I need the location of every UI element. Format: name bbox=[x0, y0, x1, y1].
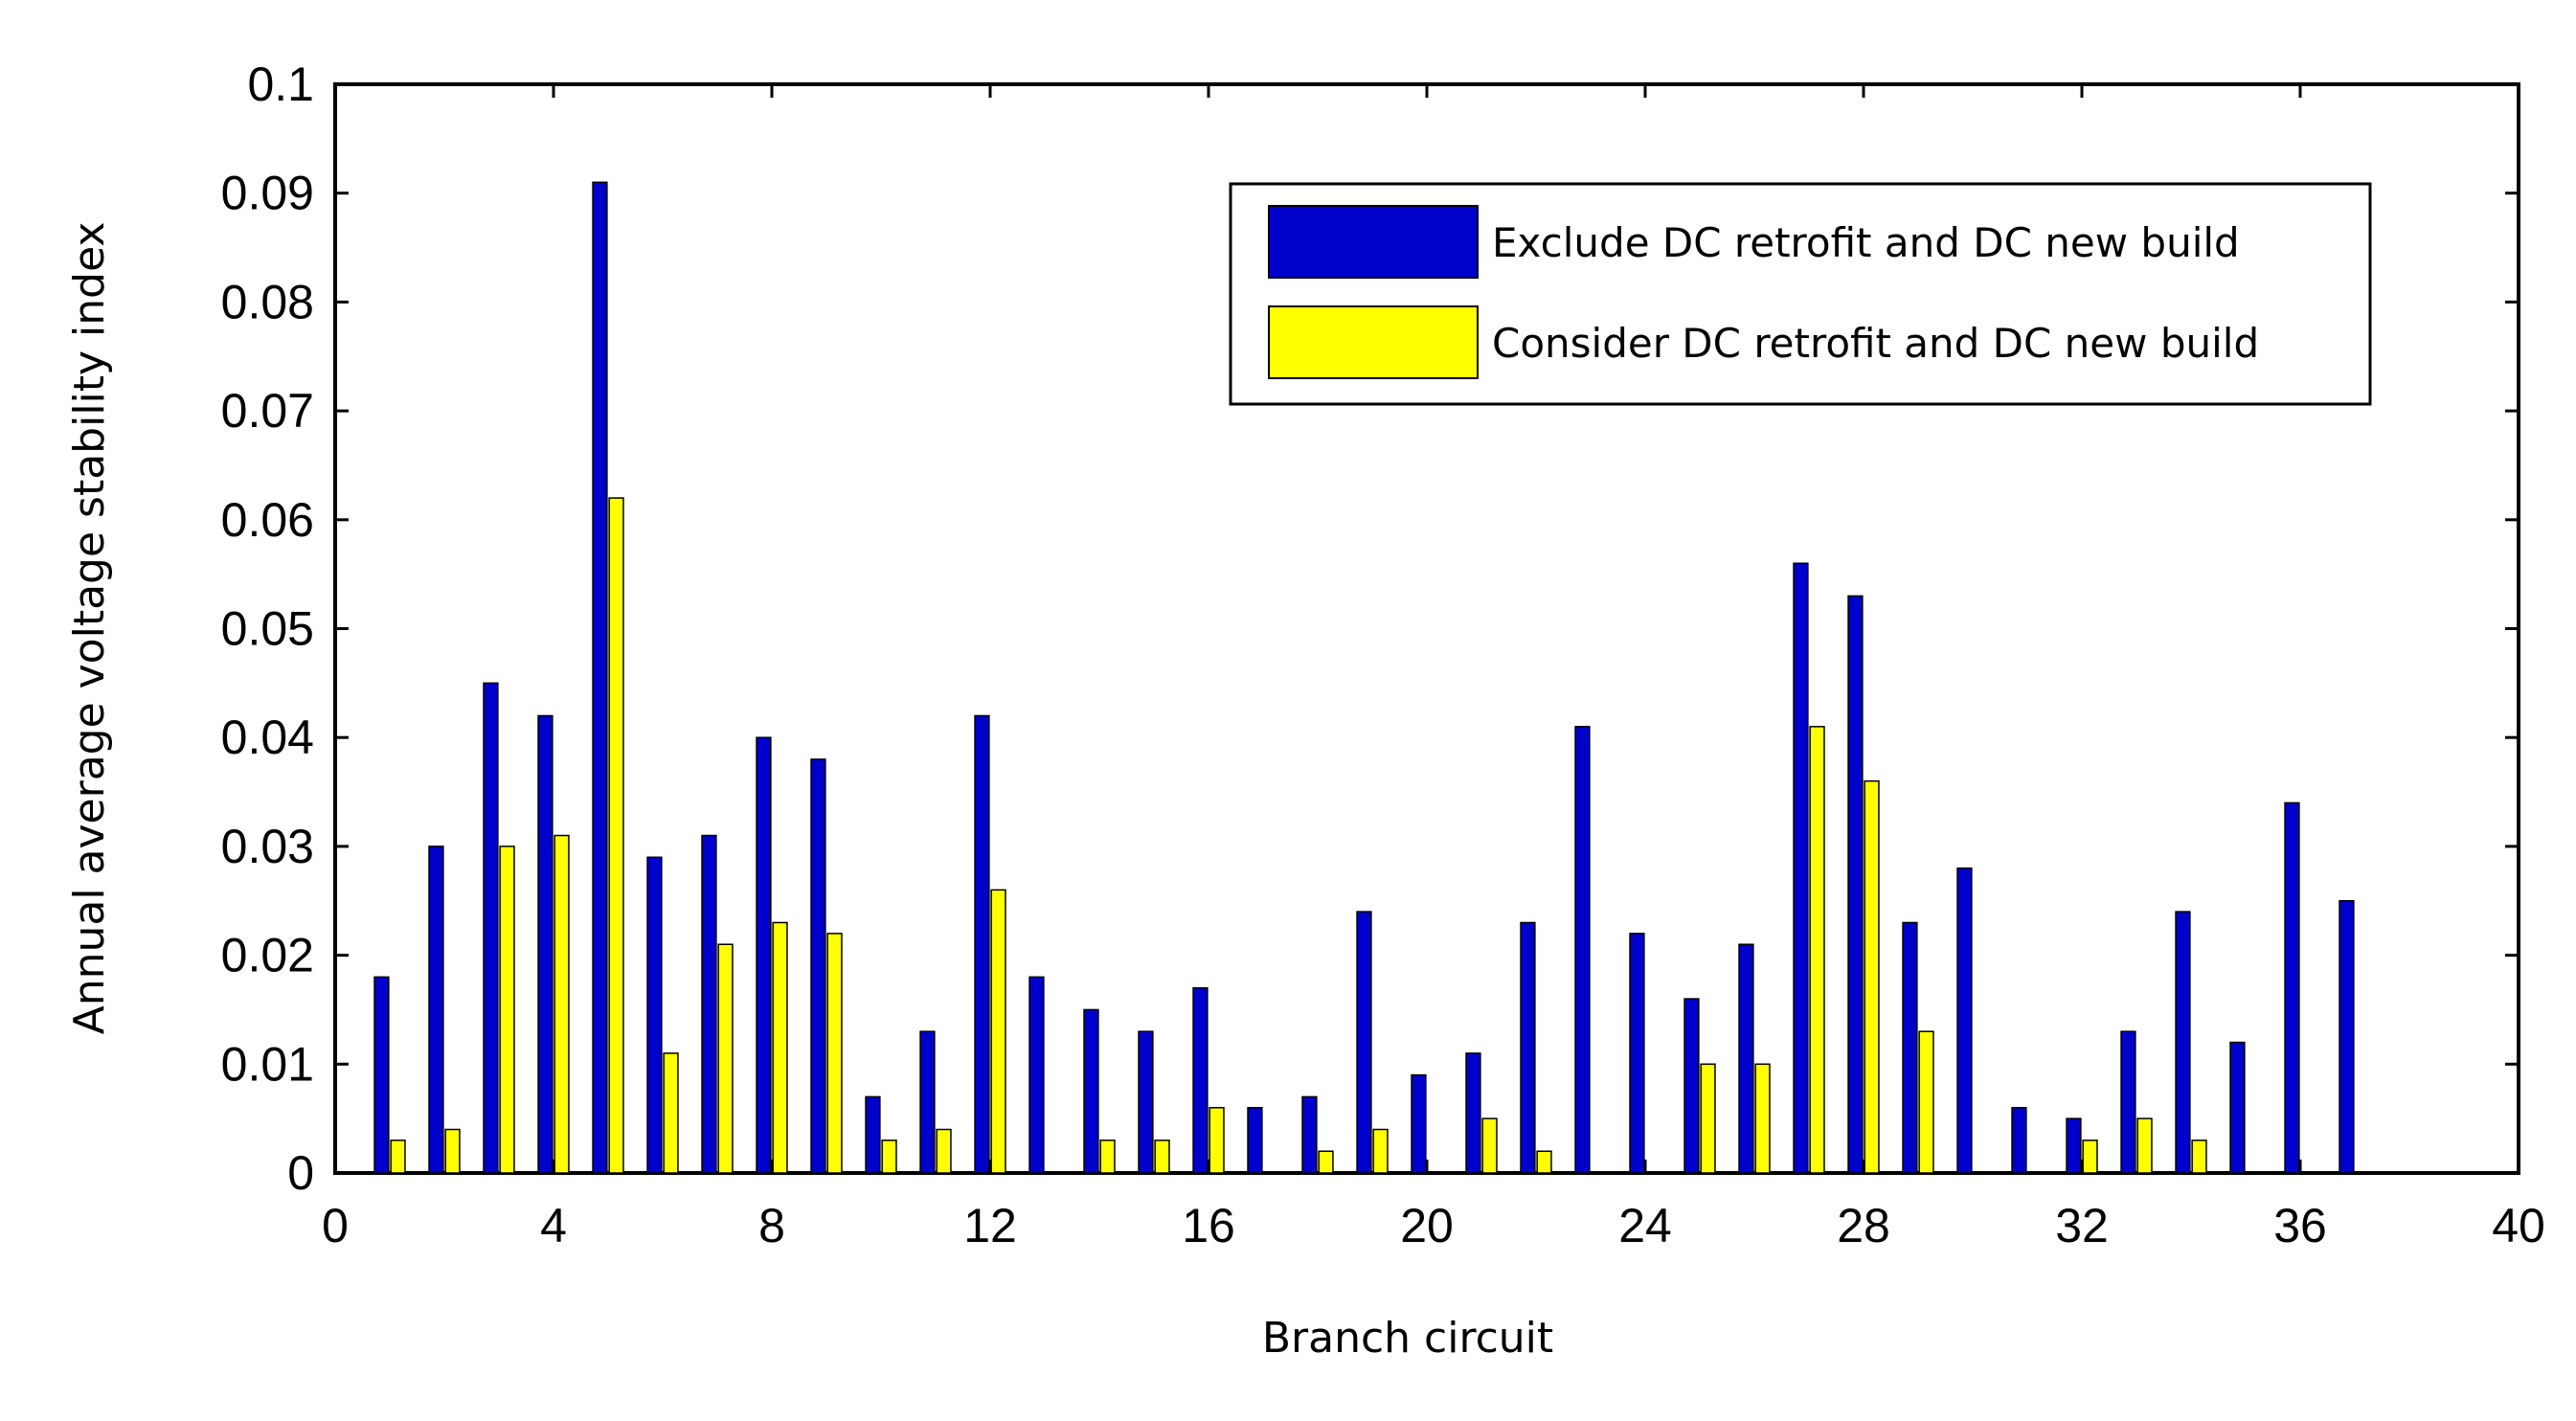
bar-exclude-25 bbox=[1683, 998, 1700, 1174]
x-tick-label: 4 bbox=[540, 1199, 567, 1252]
bar-exclude-17 bbox=[1247, 1107, 1263, 1174]
bar-consider-14 bbox=[1099, 1139, 1116, 1174]
x-axis-label: Branch circuit bbox=[1262, 1314, 1553, 1363]
bar-exclude-27 bbox=[1793, 562, 1809, 1174]
x-tick-label: 28 bbox=[1837, 1199, 1890, 1252]
bar-series-group bbox=[373, 181, 2355, 1174]
y-tick-label: 0.08 bbox=[221, 275, 314, 328]
bar-consider-33 bbox=[2136, 1117, 2153, 1174]
bar-consider-21 bbox=[1481, 1117, 1498, 1174]
bar-exclude-28 bbox=[1847, 595, 1864, 1174]
bar-exclude-29 bbox=[1902, 921, 1918, 1174]
x-tick-label: 32 bbox=[2055, 1199, 2109, 1252]
bar-consider-8 bbox=[772, 921, 788, 1174]
bar-consider-1 bbox=[390, 1139, 406, 1174]
bar-exclude-13 bbox=[1028, 976, 1045, 1174]
legend-label-consider: Consider DC retrofit and DC new build bbox=[1492, 320, 2259, 367]
bar-consider-25 bbox=[1700, 1063, 1716, 1174]
bar-consider-29 bbox=[1918, 1030, 1934, 1174]
bar-consider-27 bbox=[1809, 726, 1825, 1174]
y-tick-label: 0.1 bbox=[247, 57, 314, 111]
bar-consider-11 bbox=[936, 1128, 952, 1174]
bar-exclude-18 bbox=[1301, 1095, 1318, 1174]
bar-consider-32 bbox=[2082, 1139, 2098, 1174]
bar-exclude-32 bbox=[2066, 1117, 2082, 1174]
x-axis: 0 4 8 12 16 20 24 28 32 36 40 bbox=[322, 84, 2545, 1252]
bar-exclude-1 bbox=[373, 976, 390, 1174]
bar-consider-2 bbox=[444, 1128, 461, 1174]
bar-consider-5 bbox=[608, 497, 624, 1174]
bar-exclude-36 bbox=[2284, 801, 2300, 1174]
x-tick-label: 20 bbox=[1400, 1199, 1454, 1252]
bar-exclude-26 bbox=[1738, 943, 1754, 1174]
bar-exclude-21 bbox=[1465, 1052, 1481, 1174]
bar-exclude-34 bbox=[2175, 911, 2191, 1174]
bar-exclude-22 bbox=[1520, 921, 1536, 1174]
bar-consider-12 bbox=[990, 889, 1006, 1174]
bar-consider-19 bbox=[1372, 1128, 1389, 1174]
x-tick-label: 40 bbox=[2492, 1199, 2545, 1252]
x-tick-label: 36 bbox=[2273, 1199, 2327, 1252]
bar-exclude-10 bbox=[865, 1095, 881, 1174]
bar-consider-22 bbox=[1536, 1150, 1552, 1174]
bar-exclude-2 bbox=[428, 846, 444, 1174]
bar-consider-7 bbox=[717, 943, 734, 1174]
bar-exclude-7 bbox=[701, 834, 717, 1174]
y-tick-label: 0 bbox=[287, 1146, 314, 1200]
bar-exclude-20 bbox=[1411, 1073, 1427, 1174]
bar-exclude-4 bbox=[537, 714, 554, 1174]
bar-exclude-3 bbox=[483, 682, 499, 1174]
bar-exclude-23 bbox=[1574, 726, 1591, 1174]
bar-exclude-16 bbox=[1192, 986, 1209, 1174]
y-axis-label: Annual average voltage stability index bbox=[65, 222, 114, 1035]
bar-exclude-14 bbox=[1083, 1008, 1099, 1174]
bar-exclude-15 bbox=[1138, 1030, 1154, 1174]
bar-consider-10 bbox=[881, 1139, 897, 1174]
legend-label-exclude: Exclude DC retrofit and DC new build bbox=[1492, 219, 2240, 266]
bar-consider-26 bbox=[1754, 1063, 1771, 1174]
x-tick-label: 24 bbox=[1618, 1199, 1672, 1252]
bar-consider-15 bbox=[1154, 1139, 1170, 1174]
bar-consider-6 bbox=[663, 1052, 679, 1174]
x-tick-label: 12 bbox=[963, 1199, 1017, 1252]
legend-swatch-consider bbox=[1268, 305, 1479, 379]
bar-consider-28 bbox=[1864, 779, 1880, 1174]
bar-exclude-31 bbox=[2011, 1107, 2027, 1174]
bar-consider-16 bbox=[1209, 1107, 1225, 1174]
x-tick-label: 0 bbox=[322, 1199, 349, 1252]
bar-exclude-5 bbox=[592, 181, 608, 1174]
y-tick-label: 0.06 bbox=[221, 493, 314, 547]
bar-consider-3 bbox=[499, 846, 515, 1174]
bar-consider-18 bbox=[1318, 1150, 1334, 1174]
y-axis: 0 0.01 0.02 0.03 0.04 0.05 0.06 0.07 0.08 0.09 0.1 bbox=[221, 57, 2519, 1200]
bar-exclude-19 bbox=[1356, 911, 1372, 1174]
bar-exclude-6 bbox=[646, 856, 663, 1174]
bar-exclude-35 bbox=[2229, 1041, 2246, 1174]
x-tick-label: 16 bbox=[1182, 1199, 1235, 1252]
legend-swatch-exclude bbox=[1268, 205, 1479, 279]
y-tick-label: 0.09 bbox=[221, 167, 314, 220]
y-tick-label: 0.03 bbox=[221, 820, 314, 873]
y-tick-label: 0.01 bbox=[221, 1037, 314, 1091]
bar-consider-4 bbox=[554, 834, 570, 1174]
bar-exclude-24 bbox=[1629, 933, 1645, 1174]
bar-consider-9 bbox=[826, 933, 843, 1174]
y-tick-label: 0.07 bbox=[221, 384, 314, 438]
bar-exclude-11 bbox=[919, 1030, 936, 1174]
bar-exclude-33 bbox=[2120, 1030, 2136, 1174]
bar-exclude-8 bbox=[756, 736, 772, 1174]
bar-consider-34 bbox=[2191, 1139, 2207, 1174]
y-tick-label: 0.02 bbox=[221, 929, 314, 982]
legend: Exclude DC retrofit and DC new build Con… bbox=[1229, 182, 2372, 406]
bar-exclude-30 bbox=[1956, 867, 1973, 1174]
bar-exclude-37 bbox=[2339, 900, 2355, 1174]
bar-exclude-12 bbox=[974, 714, 990, 1174]
x-tick-label: 8 bbox=[758, 1199, 785, 1252]
y-tick-label: 0.05 bbox=[221, 602, 314, 656]
y-tick-label: 0.04 bbox=[221, 710, 314, 764]
bar-exclude-9 bbox=[810, 758, 826, 1174]
